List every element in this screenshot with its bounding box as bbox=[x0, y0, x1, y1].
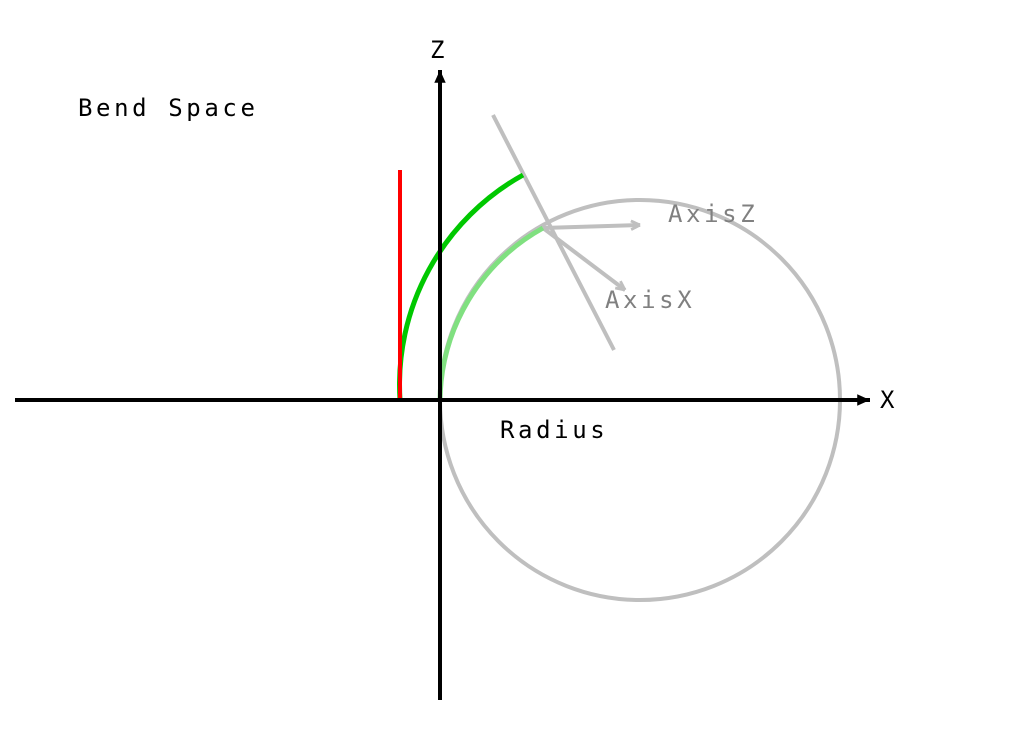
axis-z-label: AxisZ bbox=[668, 200, 758, 228]
radius-label: Radius bbox=[500, 416, 608, 444]
x-axis-label: X bbox=[880, 386, 898, 414]
diagram-title: Bend Space bbox=[78, 94, 259, 122]
axis-x-label: AxisX bbox=[605, 286, 695, 314]
bend-space-diagram: AxisZ AxisX X Z Radius Bend Space bbox=[0, 0, 1024, 732]
z-axis-label: Z bbox=[430, 36, 448, 64]
